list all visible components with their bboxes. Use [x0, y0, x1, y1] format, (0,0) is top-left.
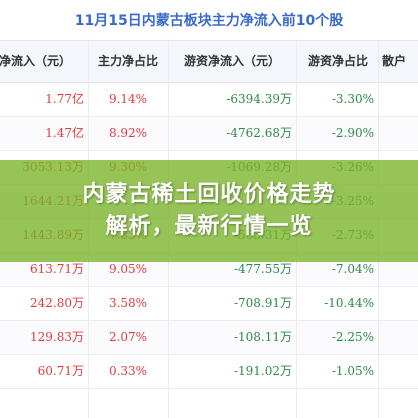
table-title: 11月15日内蒙古板块主力净流入前10个股	[74, 13, 344, 29]
headline-text: 内蒙古稀土回收价格走势 解析，最新行情一览	[0, 160, 418, 262]
header-hot-ratio: 游资净占比	[307, 54, 368, 68]
table-row: 242.80万 3.58% -708.91万 -10.44%	[0, 287, 418, 321]
cell-hot-ratio: -1.05%	[331, 364, 374, 378]
cell-main-ratio: 9.14%	[108, 92, 148, 106]
cell-hot-inflow: -477.55万	[233, 262, 292, 276]
cell-main-ratio: 0.33%	[108, 364, 148, 378]
headline-banner: 内蒙古稀土回收价格走势 解析，最新行情一览	[0, 160, 418, 262]
cell-hot-inflow: -6394.39万	[226, 92, 292, 106]
header-net-inflow: 净流入（元）	[0, 54, 71, 68]
cell-hot-inflow: -4762.68万	[226, 126, 292, 140]
table-row: 1.47亿 8.92% -4762.68万 -2.90%	[0, 117, 418, 151]
cell-hot-ratio: -3.30%	[331, 92, 374, 106]
cell-hot-ratio: -10.44%	[324, 296, 374, 310]
table-row: 60.71万 0.33% -191.02万 -1.05%	[0, 355, 418, 389]
headline-line-2: 解析，最新行情一览	[105, 214, 313, 239]
cell-main-ratio: 9.05%	[108, 262, 148, 276]
table-row: 129.83万 2.07% -108.11万 -2.25%	[0, 321, 418, 355]
table-title-bar: 11月15日内蒙古板块主力净流入前10个股	[0, 0, 418, 41]
headline-line-1: 内蒙古稀土回收价格走势	[82, 182, 336, 207]
cell-net-inflow: 242.80万	[30, 296, 84, 310]
cell-main-ratio: 3.58%	[108, 296, 148, 310]
cell-net-inflow: 1.77亿	[45, 92, 84, 106]
table-row: 1.77亿 9.14% -6394.39万 -3.30%	[0, 83, 418, 117]
cell-main-ratio: 8.92%	[108, 126, 148, 140]
cell-hot-ratio: -2.25%	[331, 330, 374, 344]
cell-hot-inflow: -191.02万	[233, 364, 292, 378]
cell-hot-ratio: -7.04%	[331, 262, 374, 276]
cell-net-inflow: 1.47亿	[45, 126, 84, 140]
header-main-ratio: 主力净占比	[97, 54, 158, 68]
header-retail: 散户	[382, 54, 407, 68]
cell-hot-inflow: -108.11万	[233, 330, 292, 344]
cell-hot-inflow: -708.91万	[233, 296, 292, 310]
cell-hot-ratio: -2.90%	[331, 126, 374, 140]
cell-main-ratio: 2.07%	[108, 330, 148, 344]
cell-net-inflow: 60.71万	[37, 364, 84, 378]
table-header: 净流入（元） 主力净占比 游资净流入（元） 游资净占比 散户	[0, 41, 418, 83]
cell-net-inflow: 613.71万	[30, 262, 84, 276]
header-hot-inflow: 游资净流入（元）	[183, 54, 280, 68]
cell-net-inflow: 129.83万	[30, 330, 84, 344]
